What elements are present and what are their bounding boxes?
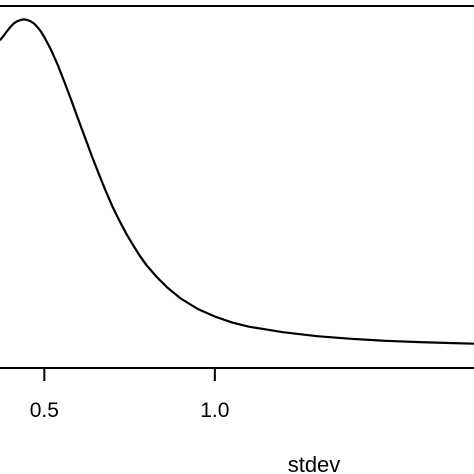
x-tick-label: 1.0 — [200, 399, 229, 422]
x-axis-title: stdev — [288, 452, 341, 474]
x-tick-label: 0.5 — [30, 399, 59, 422]
density-curve — [0, 18, 474, 345]
x-axis-ticks: 0.5 1.0 — [30, 368, 229, 422]
